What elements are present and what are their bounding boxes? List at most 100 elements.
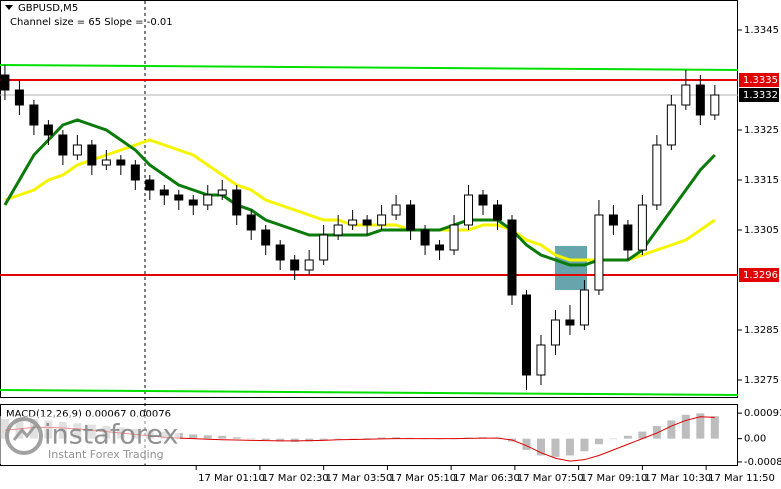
candle-body: [188, 199, 198, 206]
candle-body: [681, 84, 691, 106]
macd-y-tick-label: 0.00091: [744, 408, 781, 419]
candle-body: [130, 164, 140, 181]
logo-arrow: [12, 425, 37, 441]
candle-body: [550, 319, 560, 346]
candle-body: [507, 219, 517, 296]
candle-body: [246, 214, 256, 231]
chart-title: GBPUSD,M5: [18, 3, 78, 14]
macd-bar: [681, 414, 690, 439]
candle-body: [304, 259, 314, 271]
axes: 1.3345 1.3325 1.3315 1.3305 1.3285 1.3275 17 M…: [195, 25, 781, 484]
macd-bar: [232, 437, 241, 439]
macd-bar: [522, 438, 531, 450]
watermark-tagline: Instant Forex Trading: [48, 448, 164, 461]
x-tick-label: 17 Mar 02:30: [262, 473, 329, 484]
candle-body: [362, 219, 372, 226]
level-label-bg: [739, 73, 779, 87]
y-tick-label: 1.3345: [744, 25, 779, 36]
macd-y-tick-label: -0.00083: [744, 457, 781, 468]
candle-body: [116, 159, 126, 166]
channel-line: [0, 64, 738, 71]
level-label-bg: [739, 268, 779, 282]
x-tick-label: 17 Mar 07:50: [517, 473, 584, 484]
macd-bar: [377, 437, 386, 439]
candle-body: [232, 189, 242, 216]
macd-bar: [363, 438, 372, 439]
macd-bar: [536, 438, 545, 456]
macd-bar: [203, 435, 212, 439]
candle-body: [449, 224, 459, 251]
macd-bar: [696, 413, 705, 439]
candle-body: [652, 144, 662, 206]
y-tick-label: 1.3315: [744, 175, 779, 186]
candle-body: [290, 259, 300, 271]
macd-bar: [609, 438, 618, 440]
x-tick-label: 17 Mar 09:10: [581, 473, 648, 484]
macd-bar: [276, 438, 285, 442]
candle-body: [348, 219, 358, 226]
macd-y-tick-label: 0.00: [744, 434, 766, 445]
level-label: 1.3335: [743, 75, 778, 86]
highlight-box: [555, 246, 587, 290]
candle-body: [377, 214, 387, 226]
watermark-brand: instaforex: [44, 420, 178, 451]
candle-body: [145, 179, 155, 191]
candle-body: [217, 189, 227, 196]
macd-bar: [218, 435, 227, 439]
macd-label: MACD(12,26,9) 0.00067 0.00076: [6, 409, 171, 420]
watermark-bg: [0, 416, 180, 464]
candle-body: [579, 289, 589, 326]
candle-body: [203, 194, 213, 206]
candle-body: [478, 194, 488, 206]
candle-body: [391, 204, 401, 216]
macd-bar: [652, 426, 661, 439]
macd-bar: [638, 431, 647, 439]
y-tick-label: 1.3285: [744, 325, 779, 336]
candle-body: [29, 104, 39, 126]
main-plot: [0, 64, 738, 396]
candle-body: [43, 124, 53, 136]
candle-body: [159, 189, 169, 196]
x-tick-label: 17 Mar 01:10: [198, 473, 265, 484]
macd-bar: [334, 438, 343, 440]
y-tick-label: 1.3275: [744, 375, 779, 386]
candle-body: [58, 134, 68, 156]
macd-bar: [580, 438, 589, 452]
macd-bar: [305, 438, 314, 442]
macd-bar: [551, 438, 560, 457]
watermark: instaforex Instant Forex Trading: [0, 416, 180, 464]
candle-body: [710, 94, 720, 116]
candle-body: [420, 229, 430, 246]
candle-body: [536, 344, 546, 376]
macd-bar: [565, 438, 574, 456]
candle-body: [521, 294, 531, 376]
main-panel: [0, 0, 738, 398]
logo-icon: [5, 417, 43, 455]
candle-body: [319, 234, 329, 261]
candle-body: [101, 159, 111, 166]
y-tick-label: 1.3305: [744, 225, 779, 236]
macd-bar: [710, 416, 719, 439]
candle-body: [87, 144, 97, 166]
macd-bar: [667, 420, 676, 439]
candle-body: [14, 89, 24, 106]
x-tick-label: 17 Mar 05:10: [389, 473, 456, 484]
last-price-label: 1.3332: [743, 90, 778, 101]
candle-body: [0, 74, 10, 91]
macd-bar: [594, 438, 603, 445]
candle-body: [261, 229, 271, 246]
channel-line: [0, 389, 738, 396]
macd-bar: [623, 435, 632, 439]
level-label: 1.3296: [743, 270, 778, 281]
candle-body: [565, 319, 575, 326]
candle-body: [695, 84, 705, 116]
candle-body: [333, 224, 343, 236]
candle-body: [464, 194, 474, 226]
candle-body: [666, 104, 676, 146]
candle-body: [637, 204, 647, 251]
macd-bar: [319, 438, 328, 441]
candle-body: [72, 144, 82, 156]
macd-bar: [261, 438, 270, 441]
candle-body: [493, 204, 503, 221]
